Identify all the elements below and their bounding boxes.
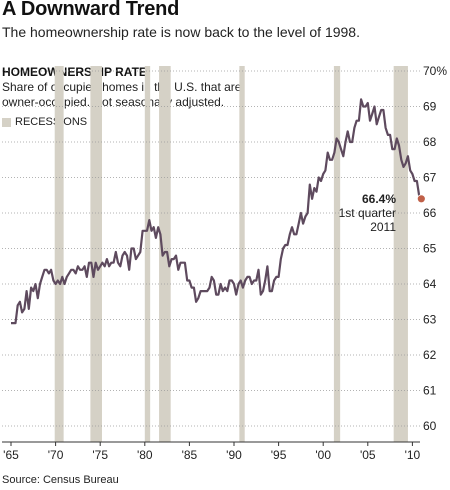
recession-band-4 bbox=[239, 66, 245, 442]
gridlines bbox=[2, 70, 420, 427]
annotation-value: 66.4% bbox=[362, 192, 396, 206]
page-title: A Downward Trend bbox=[2, 0, 180, 20]
legend: RECESSIONS bbox=[2, 116, 87, 128]
y-tick-label-67: 67 bbox=[423, 171, 437, 185]
y-tick-label-62: 62 bbox=[423, 348, 437, 362]
x-tick-label-2010: '10 bbox=[405, 448, 421, 462]
y-tick-label-69: 69 bbox=[423, 100, 437, 114]
y-tick-label-65: 65 bbox=[423, 242, 437, 256]
latest-point-marker bbox=[416, 194, 426, 204]
page-subtitle: The homeownership rate is now back to th… bbox=[2, 24, 360, 40]
source-note: Source: Census Bureau bbox=[2, 474, 119, 486]
x-tick-label-1990: '90 bbox=[226, 448, 242, 462]
homeownership-line bbox=[11, 98, 423, 325]
recession-band-1 bbox=[90, 66, 102, 442]
y-tick-label-61: 61 bbox=[423, 384, 437, 398]
x-tick-label-2005: '05 bbox=[360, 448, 376, 462]
x-tick-label-1985: '85 bbox=[182, 448, 198, 462]
annotation-year: 2011 bbox=[370, 220, 396, 234]
x-tick-labels: '65 '70 '75 '80 '85 '90 '95 '00 '05 '10 bbox=[3, 448, 420, 462]
y-tick-label-68: 68 bbox=[423, 135, 437, 149]
chart-title: HOMEOWNERSHIP RATE bbox=[2, 65, 147, 79]
x-tick-label-1980: '80 bbox=[137, 448, 153, 462]
recession-band-6 bbox=[393, 66, 408, 442]
y-tick-label-64: 64 bbox=[423, 277, 437, 291]
recession-band-0 bbox=[54, 66, 64, 442]
recession-legend-swatch bbox=[2, 117, 11, 127]
x-tick-label-1965: '65 bbox=[3, 448, 19, 462]
recession-band-5 bbox=[333, 66, 341, 442]
y-tick-label-66: 66 bbox=[423, 206, 437, 220]
x-tick-label-1995: '95 bbox=[271, 448, 287, 462]
legend-label-recessions: RECESSIONS bbox=[15, 116, 88, 128]
y-tick-label-60: 60 bbox=[423, 419, 437, 433]
y-tick-label-63: 63 bbox=[423, 313, 437, 327]
y-tick-labels: 60 61 62 63 64 65 66 67 68 69 70% bbox=[423, 64, 447, 433]
x-tick-label-1970: '70 bbox=[48, 448, 64, 462]
recession-band-2 bbox=[144, 66, 151, 442]
series bbox=[11, 98, 423, 325]
y-tick-label-70: 70% bbox=[423, 64, 447, 78]
x-tick-label-2000: '00 bbox=[315, 448, 331, 462]
annotation-period: 1st quarter bbox=[339, 206, 396, 220]
x-tick-label-1975: '75 bbox=[92, 448, 108, 462]
axes bbox=[2, 441, 420, 446]
